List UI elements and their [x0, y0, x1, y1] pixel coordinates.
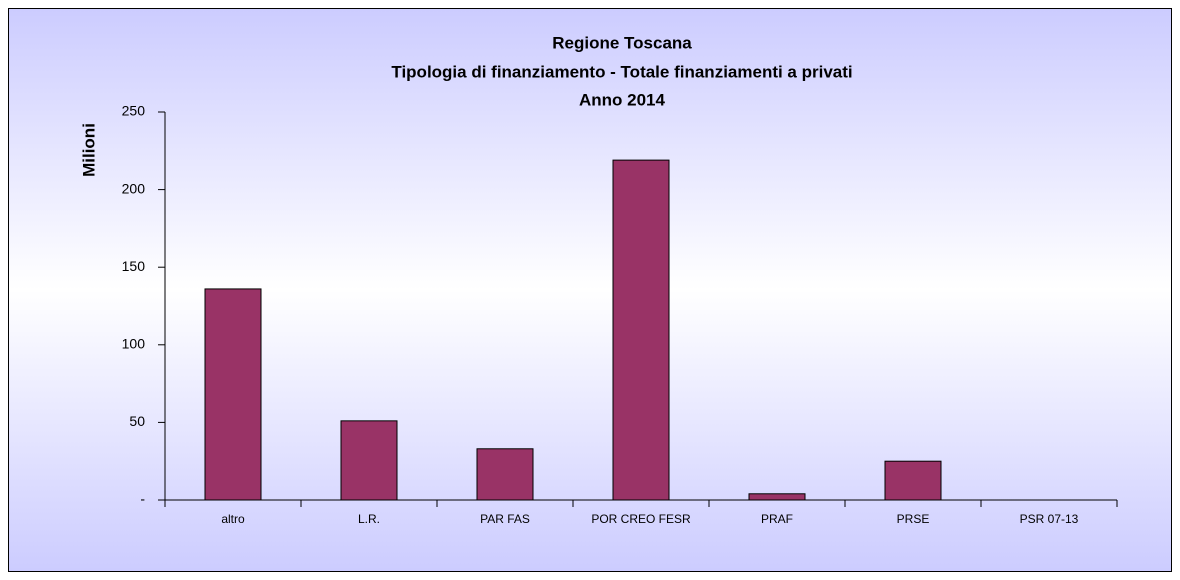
- x-tick-label: POR CREO FESR: [591, 512, 691, 526]
- x-tick-label: L.R.: [358, 512, 380, 526]
- x-tick-label: PRSE: [897, 512, 930, 526]
- y-tick-label: 250: [122, 103, 146, 119]
- y-tick-label: 200: [122, 180, 146, 196]
- y-tick-label: -: [140, 491, 145, 507]
- bar: [340, 420, 398, 501]
- bar: [884, 460, 942, 501]
- x-tick-label: PAR FAS: [480, 512, 530, 526]
- bar: [204, 288, 262, 501]
- y-axis-label: Milioni: [79, 123, 98, 177]
- chart-title: Anno 2014: [579, 90, 666, 109]
- x-tick-label: PRAF: [761, 512, 793, 526]
- chart-background: [8, 8, 1172, 572]
- bar: [612, 159, 670, 501]
- x-tick-label: altro: [221, 512, 245, 526]
- bar: [748, 493, 806, 501]
- y-tick-label: 150: [122, 258, 146, 274]
- chart-title: Tipologia di finanziamento - Totale fina…: [391, 62, 852, 81]
- bar: [476, 448, 534, 501]
- y-tick-label: 100: [122, 336, 146, 352]
- chart-title: Regione Toscana: [552, 33, 692, 52]
- x-tick-label: PSR 07-13: [1020, 512, 1079, 526]
- y-tick-label: 50: [129, 413, 145, 429]
